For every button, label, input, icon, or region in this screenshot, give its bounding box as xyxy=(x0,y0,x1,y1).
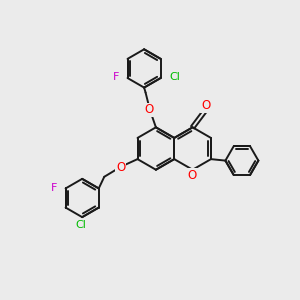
Text: F: F xyxy=(113,72,119,82)
Text: O: O xyxy=(145,103,154,116)
Text: Cl: Cl xyxy=(75,220,86,230)
Text: O: O xyxy=(116,160,125,174)
Text: F: F xyxy=(50,183,57,193)
Text: Cl: Cl xyxy=(169,72,180,82)
Text: O: O xyxy=(201,99,211,112)
Text: O: O xyxy=(188,169,196,182)
